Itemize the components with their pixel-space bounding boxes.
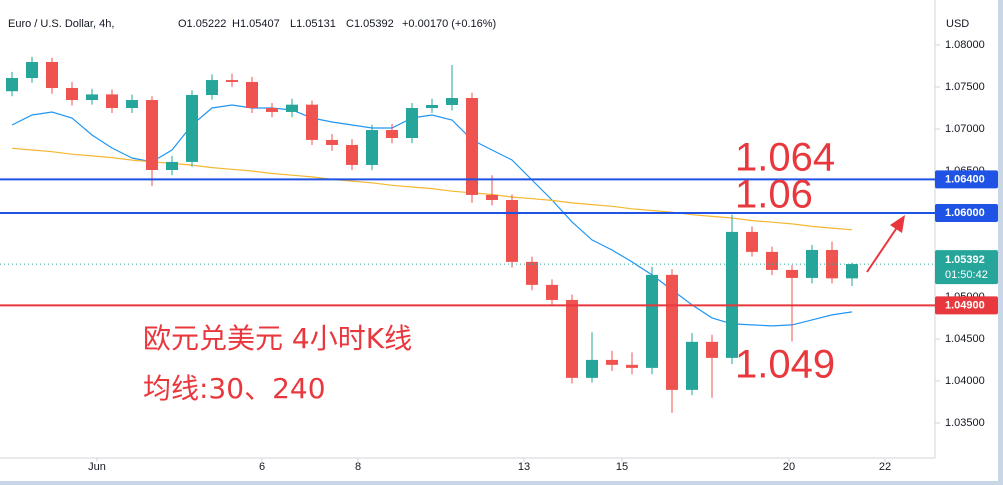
x-tick-label: 13: [518, 461, 530, 473]
arrow: [866, 215, 905, 273]
candle-body: [226, 80, 238, 82]
candle-body: [786, 269, 798, 278]
y-tick-label: 1.04000: [945, 375, 985, 387]
candle-body: [606, 359, 618, 365]
countdown: 01:50:42: [945, 269, 988, 281]
candle-body: [446, 98, 458, 105]
candle-body: [206, 80, 218, 95]
candle-body: [326, 139, 338, 145]
y-unit: USD: [946, 18, 969, 30]
candle-body: [686, 341, 698, 390]
candle-body: [166, 161, 178, 170]
candle-body: [706, 341, 718, 358]
x-tick-label: 20: [783, 461, 795, 473]
candle-body: [506, 199, 518, 262]
plot-area: [0, 56, 935, 413]
level-box: [935, 203, 998, 222]
candle-body: [406, 108, 418, 138]
candle-body: [26, 61, 38, 79]
level-label: 1.04900: [945, 299, 985, 311]
y-tick-label: 1.08000: [945, 39, 985, 51]
frame-edge: [998, 0, 1003, 485]
level-label: 1.06000: [945, 207, 985, 219]
candle-body: [186, 94, 198, 162]
candle-body: [306, 104, 318, 140]
candle-body: [666, 274, 678, 390]
x-tick-label: 8: [355, 461, 361, 473]
candle-body: [106, 94, 118, 109]
candle-body: [646, 274, 658, 368]
candle-body: [266, 108, 278, 112]
current-price-box: [935, 250, 998, 285]
candle-body: [386, 130, 398, 138]
candle-body: [286, 104, 298, 112]
y-tick-label: 1.03500: [945, 417, 985, 429]
candle-body: [586, 359, 598, 378]
candle-body: [466, 98, 478, 195]
candle-body: [426, 104, 438, 109]
candle-body: [366, 130, 378, 165]
level-label: 1.06400: [945, 173, 985, 185]
arrow-head: [890, 215, 905, 233]
ohlc-value: O1.05222: [178, 18, 226, 30]
candle-body: [6, 78, 18, 92]
y-tick-label: 1.04500: [945, 333, 985, 345]
candle-body: [246, 81, 258, 109]
chart-title: Euro / U.S. Dollar, 4h,: [8, 18, 114, 30]
candle-body: [526, 261, 538, 285]
candle-body: [86, 94, 98, 101]
candle-body: [566, 299, 578, 378]
candle-body: [626, 364, 638, 368]
candle-body: [746, 231, 758, 252]
candle-body: [146, 100, 158, 170]
candle-body: [66, 88, 78, 101]
candle-body: [46, 61, 58, 89]
x-tick-label: 22: [879, 461, 891, 473]
ohlc-value: H1.05407: [232, 18, 280, 30]
candle-body: [846, 264, 858, 279]
level-box: [935, 170, 998, 189]
y-tick-label: 1.07500: [945, 81, 985, 93]
level-box: [935, 296, 998, 315]
ohlc-value: C1.05392: [346, 18, 394, 30]
x-tick-label: Jun: [88, 461, 106, 473]
ohlc-value: +0.00170 (+0.16%): [402, 18, 496, 30]
level-annotation: 1.049: [735, 343, 835, 387]
candle-body: [726, 231, 738, 358]
current-price-label: 1.05392: [945, 254, 985, 266]
arrow-line: [866, 225, 899, 273]
candle-body: [346, 144, 358, 165]
annotation: 均线:30、240: [143, 372, 326, 405]
annotation: 欧元兑美元 4小时K线: [143, 322, 412, 355]
level-annotation: 1.064: [735, 136, 835, 180]
candle-body: [486, 194, 498, 200]
candle-body: [126, 100, 138, 109]
x-tick-label: 6: [259, 461, 265, 473]
ohlc-value: L1.05131: [290, 18, 336, 30]
candle-body: [766, 251, 778, 270]
frame-edge: [0, 481, 1003, 485]
candle-body: [546, 284, 558, 300]
x-tick-label: 15: [616, 461, 628, 473]
y-tick-label: 1.07000: [945, 123, 985, 135]
level-annotation: 1.06: [735, 173, 813, 217]
